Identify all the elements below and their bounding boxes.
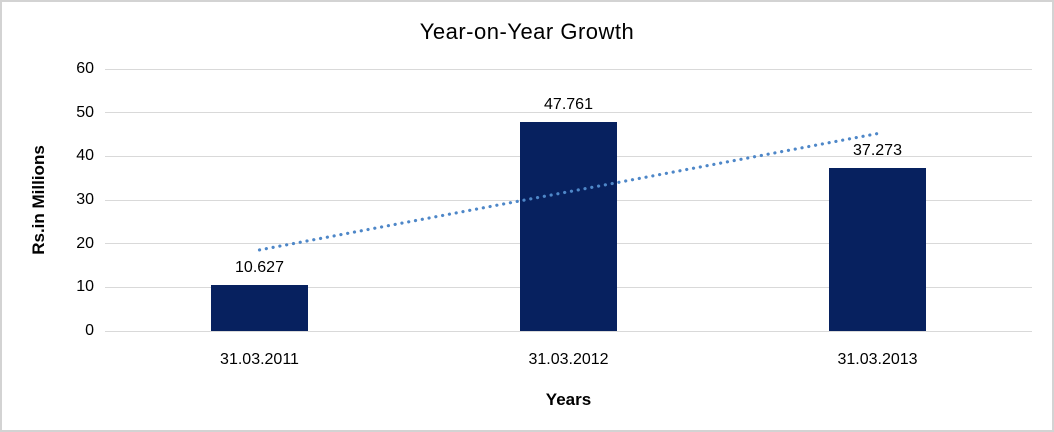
x-axis-title: Years [545,390,592,409]
bar [829,168,926,331]
gridline [105,68,1032,70]
bar-value-label: 10.627 [235,259,284,276]
y-tick-label: 20 [76,234,94,252]
bar-value-label: 47.761 [544,96,593,113]
gridline [105,112,1032,114]
bar [211,285,308,331]
y-tick-label: 40 [76,147,94,165]
plot-area: 10.627 47.761 37.273 [105,68,1032,332]
y-tick-label: 60 [76,60,94,77]
x-tick-label: 31.03.2011 [220,351,299,368]
x-tick-label: 31.03.2013 [837,351,918,368]
bar-value-label: 37.273 [853,142,902,159]
x-tick-label: 31.03.2012 [528,351,609,368]
y-tick-label: 0 [85,322,94,339]
y-tick-label: 30 [76,191,94,208]
y-tick-label: 10 [76,278,94,296]
y-tick-label: 50 [76,103,94,121]
bar [520,122,617,331]
gridline [105,330,1032,332]
chart-title: Year-on-Year Growth [419,19,635,44]
